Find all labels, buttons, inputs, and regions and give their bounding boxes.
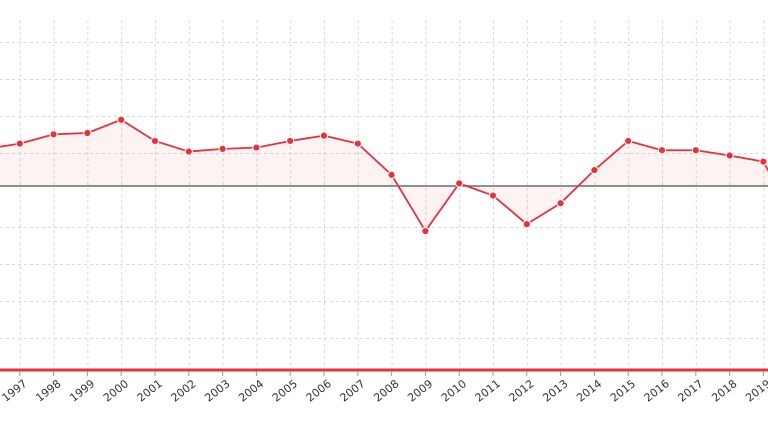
data-point-2012 — [522, 220, 531, 229]
data-point-2013 — [556, 199, 565, 208]
data-point-2014 — [590, 166, 599, 175]
x-tick-label: 2009 — [405, 377, 435, 404]
x-tick-label: 2015 — [608, 377, 638, 404]
data-point-2001 — [150, 136, 160, 146]
data-point-2006 — [319, 131, 329, 140]
data-point-1999 — [83, 128, 92, 138]
data-point-1998 — [49, 130, 58, 139]
x-tick-label: 2011 — [473, 377, 503, 404]
x-tick-label: 1999 — [67, 377, 97, 404]
x-tick-label: 2019 — [743, 377, 768, 404]
x-tick-label: 2004 — [236, 377, 266, 404]
x-tick-label: 2017 — [676, 377, 706, 404]
x-axis-ticks: 1996199719981999200020012002200320042005… — [0, 371, 768, 405]
data-point-2009 — [421, 226, 430, 236]
data-point-2016 — [657, 146, 667, 155]
x-tick-label: 2012 — [507, 377, 537, 404]
x-tick-label: 2013 — [540, 377, 570, 404]
x-tick-label: 2014 — [574, 377, 604, 404]
data-point-2018 — [725, 151, 734, 160]
data-points — [15, 115, 768, 236]
x-tick-label: 2003 — [202, 377, 232, 404]
data-point-2005 — [286, 136, 295, 146]
data-point-2011 — [488, 191, 498, 200]
x-tick-label: 2018 — [709, 377, 739, 404]
x-tick-label: 2008 — [371, 377, 401, 404]
x-tick-label: 2001 — [135, 377, 165, 404]
data-point-2017 — [691, 146, 700, 155]
data-point-1997 — [15, 139, 24, 148]
data-point-2019 — [759, 157, 768, 166]
series-area-fill — [0, 119, 768, 232]
x-tick-label: 1997 — [0, 377, 30, 404]
data-point-2000 — [117, 115, 126, 124]
data-point-2007 — [353, 139, 362, 148]
data-point-2004 — [252, 143, 261, 152]
x-tick-label: 1998 — [33, 377, 63, 404]
x-tick-label: 2005 — [270, 377, 300, 404]
x-tick-label: 2007 — [338, 377, 368, 404]
x-tick-label: 2010 — [439, 377, 469, 404]
data-point-2010 — [455, 179, 464, 188]
x-tick-label: 2002 — [169, 377, 199, 404]
data-point-2003 — [218, 144, 227, 153]
data-point-2002 — [184, 147, 193, 156]
x-tick-label: 2016 — [642, 377, 672, 404]
data-point-2015 — [624, 136, 633, 146]
data-point-2008 — [387, 170, 396, 179]
x-tick-label: 2000 — [101, 377, 131, 404]
x-tick-label: 2006 — [304, 377, 334, 404]
grid — [0, 20, 768, 370]
